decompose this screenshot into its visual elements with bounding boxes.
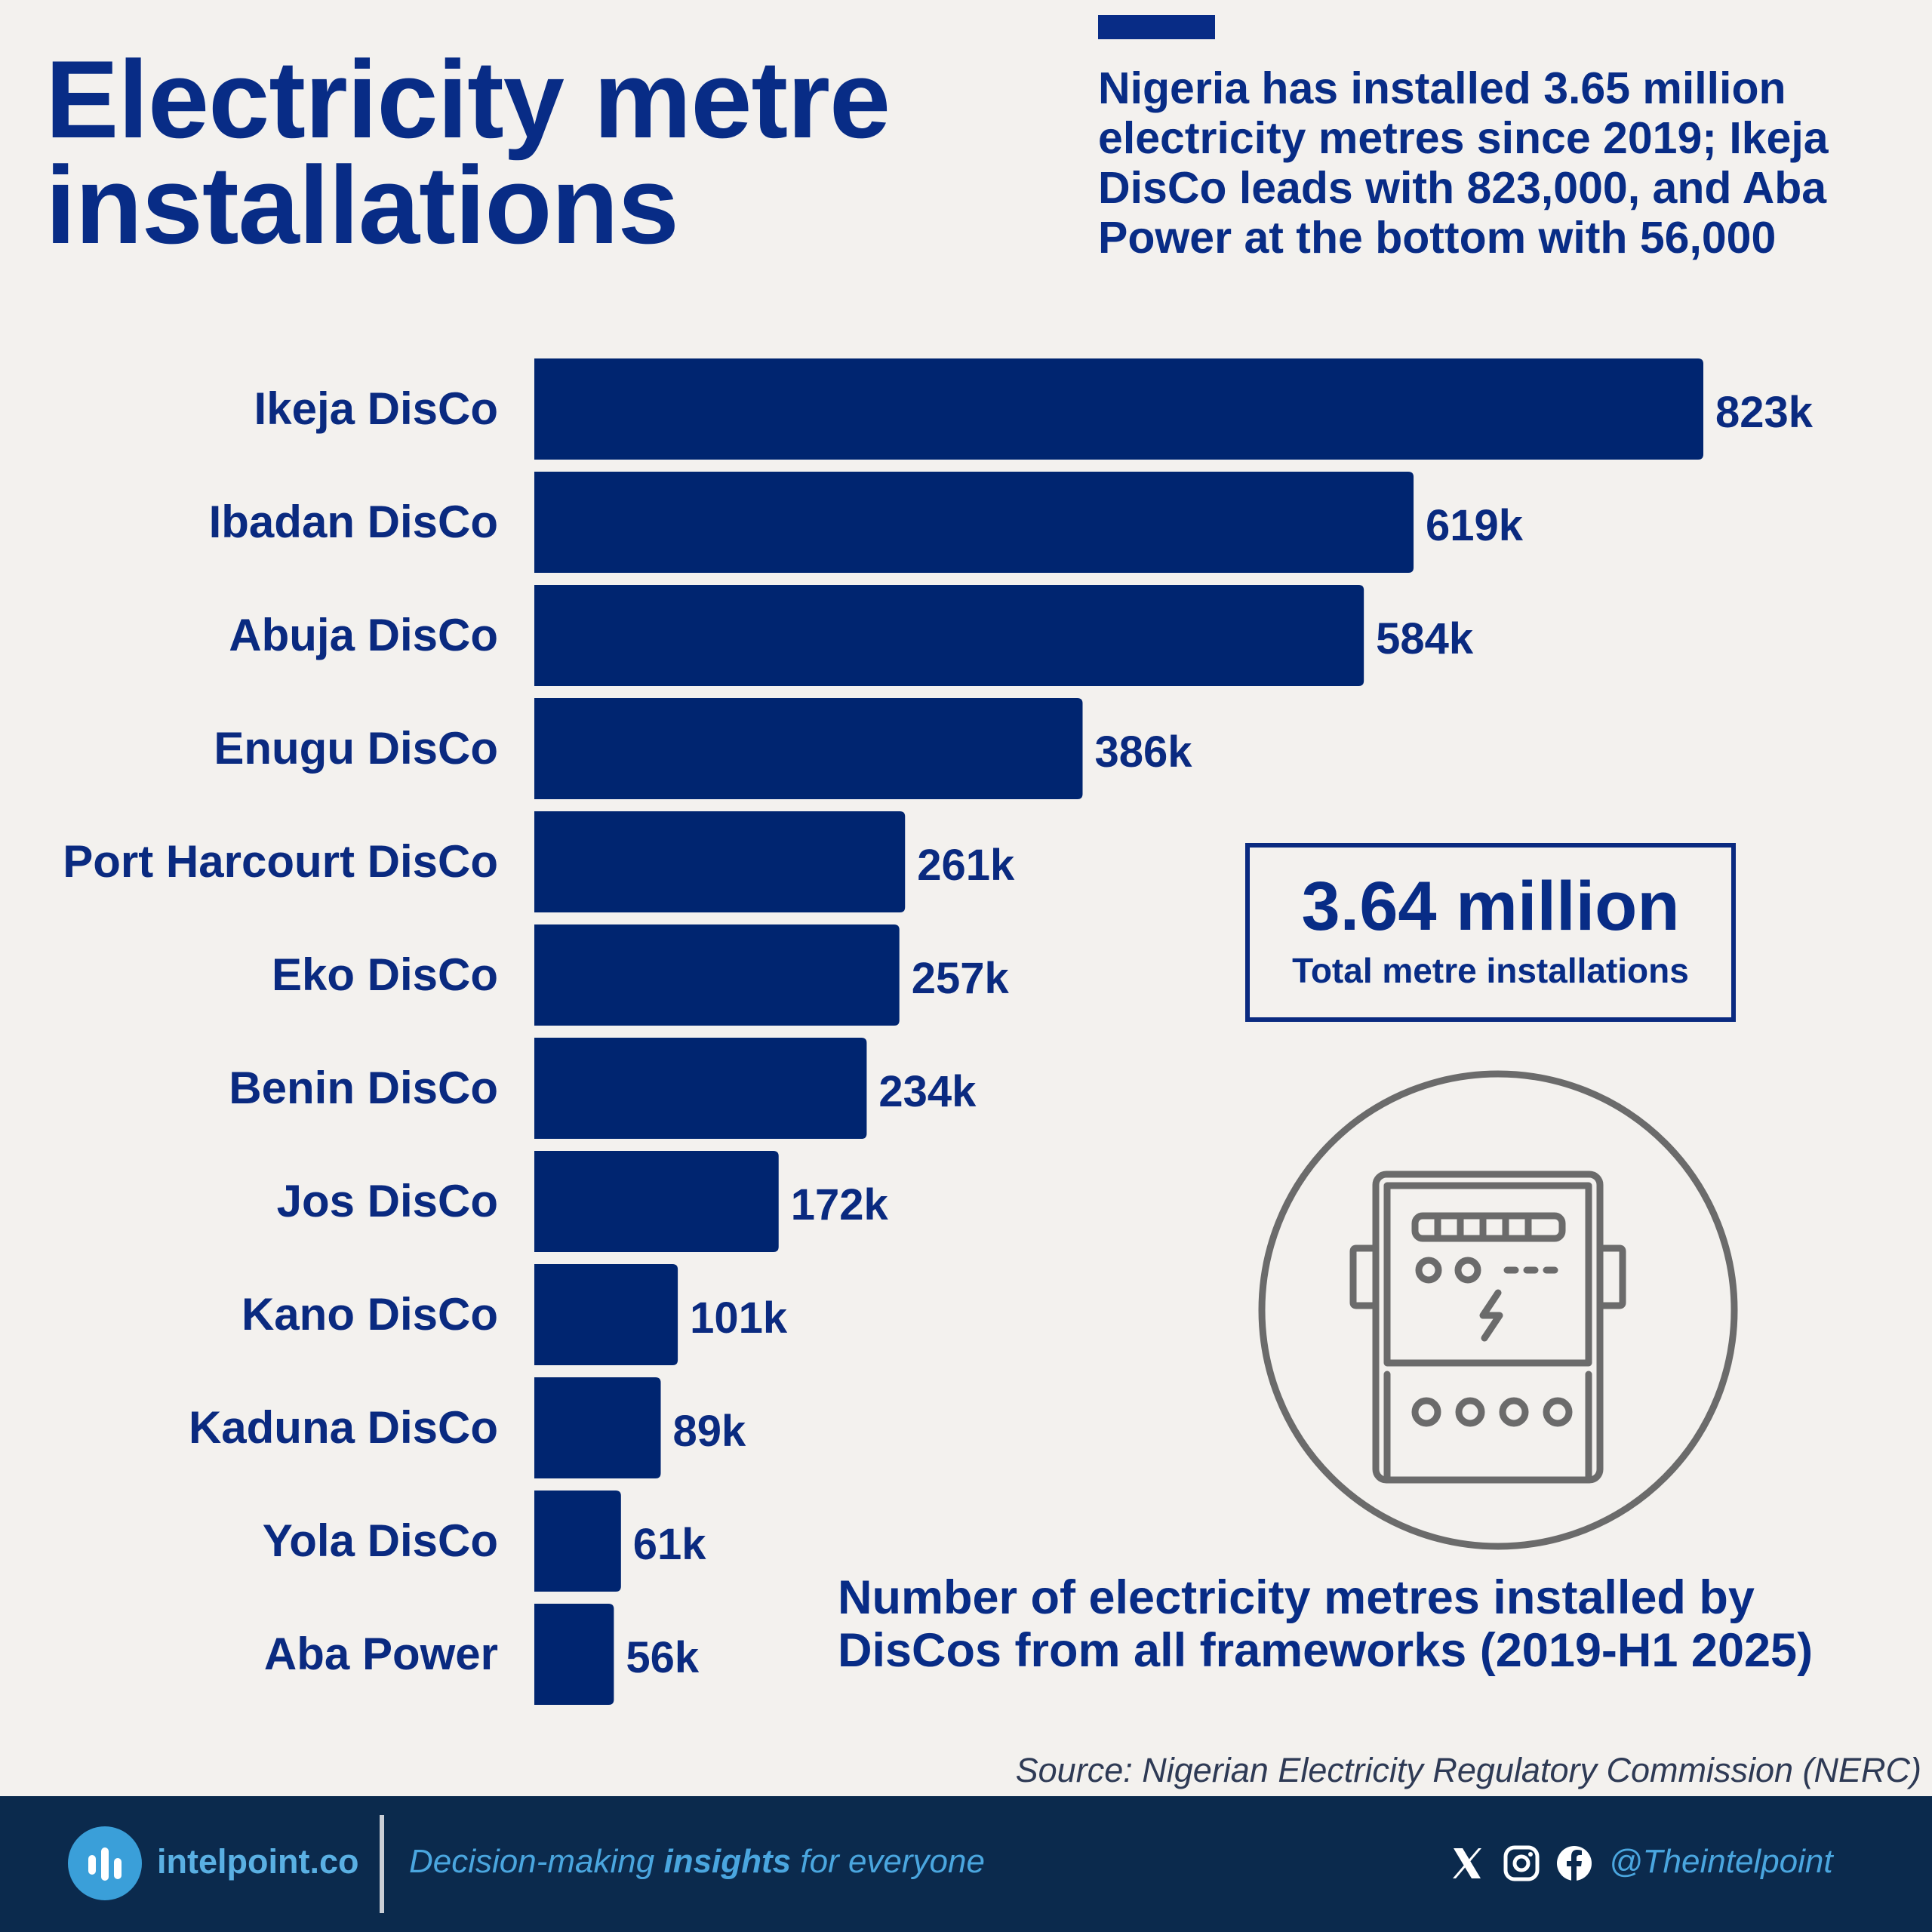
value-label-enugu-disco: 386k [1095,728,1193,777]
category-label-eko-disco: Eko DisCo [272,949,498,1000]
tagline-bold: insights [663,1843,792,1880]
category-label-ibadan-disco: Ibadan DisCo [209,497,498,547]
tagline-end: for everyone [791,1843,985,1880]
bar-yola-disco [534,1491,621,1592]
electricity-meter-icon [1258,1070,1738,1550]
bar-chart: Ikeja DisCo 823k Ibadan DisCo 619k Abuja Dis… [63,358,1814,1705]
x-icon[interactable] [1447,1844,1487,1883]
footer-divider [380,1815,384,1913]
category-label-aba-power: Aba Power [264,1629,498,1679]
instagram-icon[interactable] [1502,1844,1541,1883]
tagline-start: Decision-making [409,1843,664,1880]
bar-chart-logo-icon[interactable] [68,1826,142,1900]
page-title: Electricity metre installations [45,38,891,266]
category-label-abuja-disco: Abuja DisCo [229,610,498,660]
category-label-port-harcourt-disco: Port Harcourt DisCo [63,836,498,887]
bar-ibadan-disco [534,472,1414,573]
facebook-icon[interactable] [1555,1844,1594,1883]
category-label-ikeja-disco: Ikeja DisCo [254,383,498,434]
value-label-aba-power: 56k [626,1633,700,1682]
category-label-kaduna-disco: Kaduna DisCo [189,1402,498,1453]
total-label: Total metre installations [1292,951,1689,990]
subtitle: Nigeria has installed 3.65 million elect… [1098,63,1829,263]
value-label-kano-disco: 101k [690,1294,788,1343]
total-value: 3.64 million [1301,868,1680,945]
category-label-benin-disco: Benin DisCo [229,1063,498,1113]
value-label-abuja-disco: 584k [1376,614,1474,663]
bar-kano-disco [534,1264,678,1365]
footer: intelpoint.co Decision-making insights f… [0,1796,1932,1932]
accent-bar [1098,15,1215,39]
brand-link[interactable]: intelpoint.co [157,1842,359,1881]
value-label-ibadan-disco: 619k [1426,501,1524,550]
bar-kaduna-disco [534,1377,661,1478]
value-label-kaduna-disco: 89k [673,1407,747,1456]
bar-enugu-disco [534,698,1083,799]
bar-abuja-disco [534,585,1364,686]
bar-eko-disco [534,924,900,1026]
tagline: Decision-making insights for everyone [409,1839,985,1884]
bar-port-harcourt-disco [534,811,906,912]
category-label-jos-disco: Jos DisCo [277,1176,498,1226]
total-summary-box: 3.64 million Total metre installations [1245,843,1736,1022]
bar-benin-disco [534,1038,867,1139]
value-label-ikeja-disco: 823k [1715,388,1814,437]
source-note: Source: Nigerian Electricity Regulatory … [1015,1751,1921,1789]
chart-caption: Number of electricity metres installed b… [838,1571,1814,1677]
value-label-port-harcourt-disco: 261k [917,841,1015,890]
bar-ikeja-disco [534,358,1703,460]
bar-jos-disco [534,1151,779,1252]
category-label-yola-disco: Yola DisCo [263,1515,498,1566]
category-label-enugu-disco: Enugu DisCo [214,723,498,774]
bar-aba-power [534,1604,614,1705]
value-label-eko-disco: 257k [912,954,1010,1003]
value-label-yola-disco: 61k [633,1520,707,1569]
social-handle[interactable]: @Theintelpoint [1609,1843,1833,1880]
value-label-jos-disco: 172k [791,1180,889,1229]
value-label-benin-disco: 234k [878,1067,977,1116]
category-label-kano-disco: Kano DisCo [242,1289,498,1340]
